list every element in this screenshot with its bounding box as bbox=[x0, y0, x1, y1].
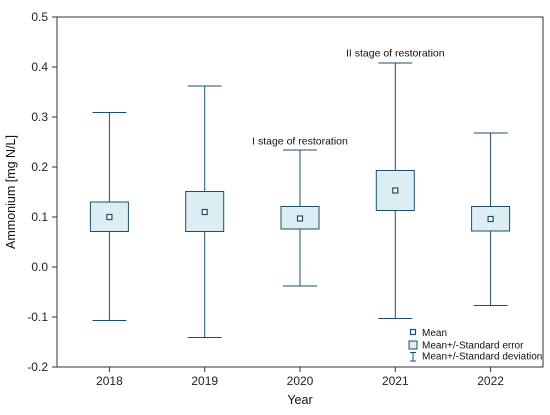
mean-marker bbox=[106, 213, 113, 221]
mean-marker bbox=[201, 208, 208, 216]
y-tick-label: 0.0 bbox=[31, 260, 48, 274]
box-2018 bbox=[89, 112, 129, 321]
legend: Mean Mean+/-Standard error Mean+/-Standa… bbox=[408, 328, 542, 363]
legend-mean-swatch bbox=[409, 328, 417, 336]
box-2022 bbox=[471, 132, 511, 306]
box-2021 bbox=[375, 62, 415, 319]
y-tick-label: 0.2 bbox=[31, 160, 48, 174]
mean-marker bbox=[296, 215, 304, 222]
x-axis-ticks: 2018 2019 2020 2021 2022 bbox=[96, 367, 504, 388]
legend-sd-label: Mean+/-Standard deviation bbox=[422, 352, 542, 363]
x-tick-label: 2022 bbox=[477, 374, 504, 388]
x-tick-label: 2019 bbox=[191, 374, 218, 388]
y-axis-title: Ammonium [mg N/L] bbox=[4, 135, 18, 249]
x-tick-label: 2021 bbox=[382, 374, 409, 388]
legend-mean-label: Mean bbox=[422, 328, 447, 339]
y-axis-ticks: -0.2 -0.1 0.0 0.1 0.2 0.3 0.4 0.5 bbox=[27, 10, 57, 374]
annotation-label: II stage of restoration bbox=[346, 48, 445, 60]
y-tick-label: -0.2 bbox=[27, 360, 48, 374]
y-tick-label: 0.1 bbox=[31, 210, 48, 224]
x-axis-title: Year bbox=[287, 393, 312, 407]
x-tick-label: 2020 bbox=[287, 374, 314, 388]
y-tick-label: 0.3 bbox=[31, 110, 48, 124]
x-tick-label: 2018 bbox=[96, 374, 123, 388]
y-tick-label: 0.5 bbox=[31, 10, 48, 24]
legend-sd-swatch bbox=[410, 352, 416, 362]
legend-se-swatch bbox=[408, 340, 418, 350]
box-series bbox=[89, 62, 511, 338]
y-tick-label: -0.1 bbox=[27, 310, 48, 324]
mean-marker bbox=[392, 187, 399, 194]
mean-marker bbox=[487, 215, 494, 223]
box-2019 bbox=[185, 85, 225, 338]
annotations: I stage of restoration II stage of restor… bbox=[252, 48, 445, 148]
annotation-label: I stage of restoration bbox=[252, 136, 348, 148]
legend-se-label: Mean+/-Standard error bbox=[422, 341, 524, 352]
y-tick-label: 0.4 bbox=[31, 60, 48, 74]
box-2020 bbox=[280, 149, 320, 287]
